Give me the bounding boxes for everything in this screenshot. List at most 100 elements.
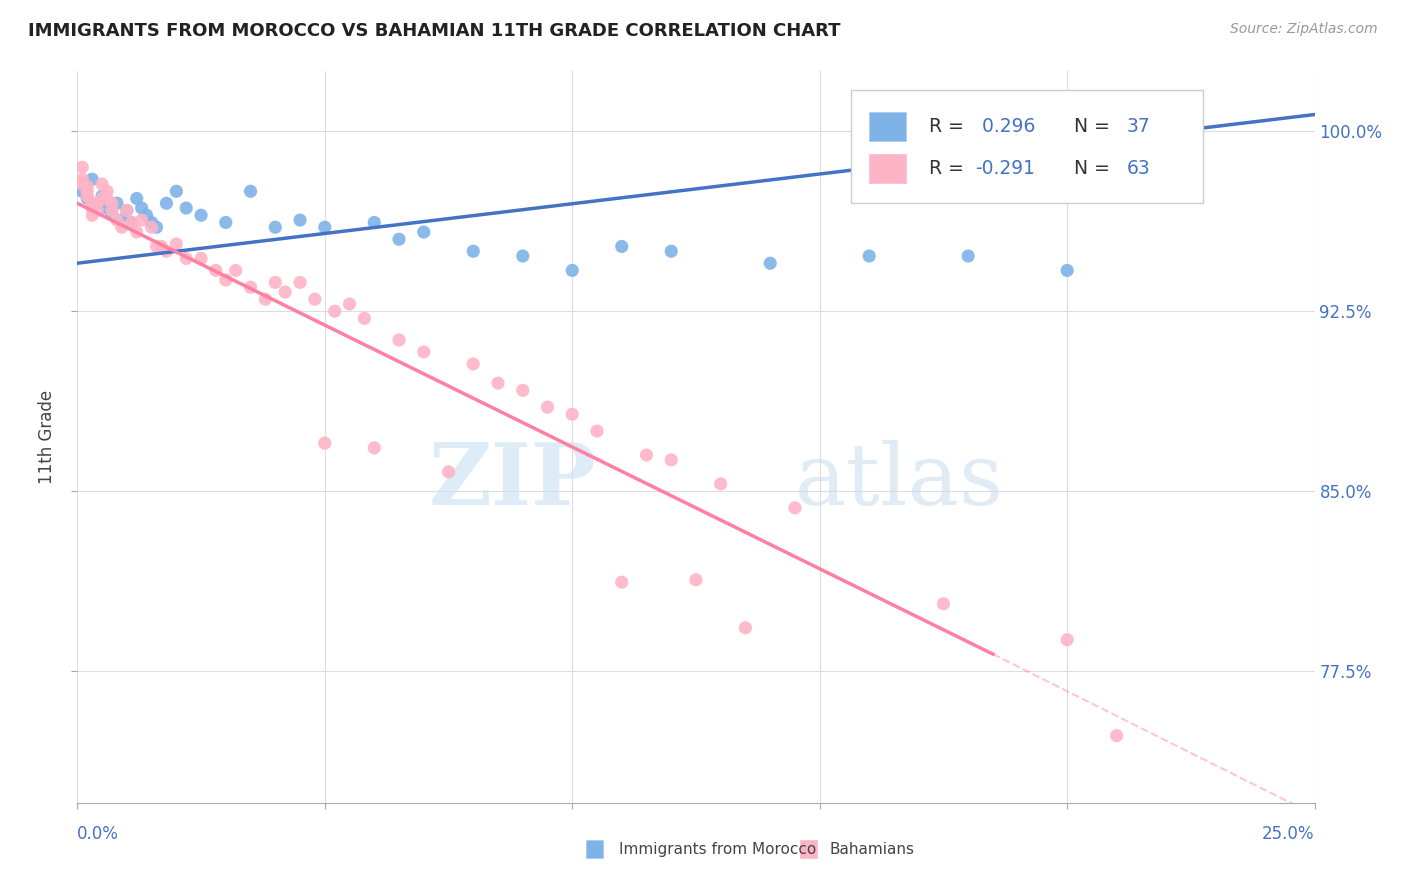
Point — [72, 177, 94, 191]
Point — [101, 196, 124, 211]
FancyBboxPatch shape — [869, 154, 907, 183]
Point — [105, 196, 128, 211]
Point — [1105, 729, 1128, 743]
Point — [190, 252, 212, 266]
Point — [1056, 632, 1078, 647]
Text: N =: N = — [1062, 159, 1116, 178]
Point — [512, 384, 534, 398]
Point — [131, 213, 153, 227]
Point — [91, 189, 114, 203]
Point — [734, 621, 756, 635]
Point — [125, 225, 148, 239]
Text: 37: 37 — [1126, 117, 1150, 136]
Point — [96, 191, 118, 205]
Point — [610, 239, 633, 253]
Point — [412, 345, 434, 359]
Point — [86, 203, 108, 218]
Point — [131, 201, 153, 215]
Point — [141, 215, 163, 229]
Point — [82, 208, 104, 222]
Text: N =: N = — [1062, 117, 1116, 136]
Point — [685, 573, 707, 587]
FancyBboxPatch shape — [851, 90, 1204, 203]
Point — [274, 285, 297, 299]
Point — [190, 208, 212, 222]
Point — [363, 215, 385, 229]
Point — [101, 208, 124, 222]
Point — [145, 239, 167, 253]
Point — [82, 201, 104, 215]
Text: Immigrants from Morocco: Immigrants from Morocco — [619, 842, 815, 856]
Point — [388, 232, 411, 246]
Point — [155, 196, 177, 211]
Point — [314, 436, 336, 450]
Text: Bahamians: Bahamians — [830, 842, 914, 856]
Text: -0.291: -0.291 — [976, 159, 1036, 178]
Point — [486, 376, 509, 391]
Point — [215, 273, 238, 287]
Point — [145, 220, 167, 235]
Point — [86, 196, 108, 211]
Point — [264, 220, 287, 235]
Point — [437, 465, 460, 479]
Point — [363, 441, 385, 455]
Point — [121, 215, 143, 229]
FancyBboxPatch shape — [586, 840, 603, 858]
Point — [82, 172, 104, 186]
Point — [561, 263, 583, 277]
Point — [82, 196, 104, 211]
Point — [72, 184, 94, 198]
Point — [72, 161, 94, 175]
Point — [135, 208, 157, 222]
Point — [659, 244, 682, 259]
Point — [115, 203, 138, 218]
FancyBboxPatch shape — [800, 840, 817, 858]
Point — [512, 249, 534, 263]
Point — [111, 213, 134, 227]
Point — [111, 220, 134, 235]
Point — [636, 448, 658, 462]
Text: 0.0%: 0.0% — [77, 825, 120, 843]
Point — [314, 220, 336, 235]
Point — [610, 575, 633, 590]
Point — [239, 280, 262, 294]
Text: 0.296: 0.296 — [976, 117, 1035, 136]
Point — [858, 249, 880, 263]
Point — [1056, 263, 1078, 277]
Point — [96, 201, 118, 215]
Point — [957, 249, 980, 263]
Point — [174, 201, 197, 215]
Text: atlas: atlas — [794, 440, 1004, 523]
Text: R =: R = — [928, 159, 970, 178]
Point — [91, 191, 114, 205]
Point — [174, 252, 197, 266]
Point — [165, 184, 187, 198]
Point — [239, 184, 262, 198]
Point — [105, 213, 128, 227]
Point — [72, 172, 94, 186]
Point — [155, 244, 177, 259]
Y-axis label: 11th Grade: 11th Grade — [38, 390, 56, 484]
Point — [264, 276, 287, 290]
Point — [91, 177, 114, 191]
Point — [388, 333, 411, 347]
Point — [121, 215, 143, 229]
Point — [215, 215, 238, 229]
Point — [339, 297, 361, 311]
Point — [150, 239, 173, 253]
FancyBboxPatch shape — [869, 112, 907, 141]
Point — [76, 184, 98, 198]
Point — [254, 292, 277, 306]
Point — [463, 357, 485, 371]
Point — [76, 179, 98, 194]
Point — [288, 276, 311, 290]
Point — [353, 311, 375, 326]
Point — [165, 237, 187, 252]
Text: ZIP: ZIP — [429, 439, 598, 523]
Point — [115, 203, 138, 218]
Point — [76, 191, 98, 205]
Text: 25.0%: 25.0% — [1263, 825, 1315, 843]
Point — [932, 597, 955, 611]
Point — [561, 407, 583, 421]
Point — [225, 263, 247, 277]
